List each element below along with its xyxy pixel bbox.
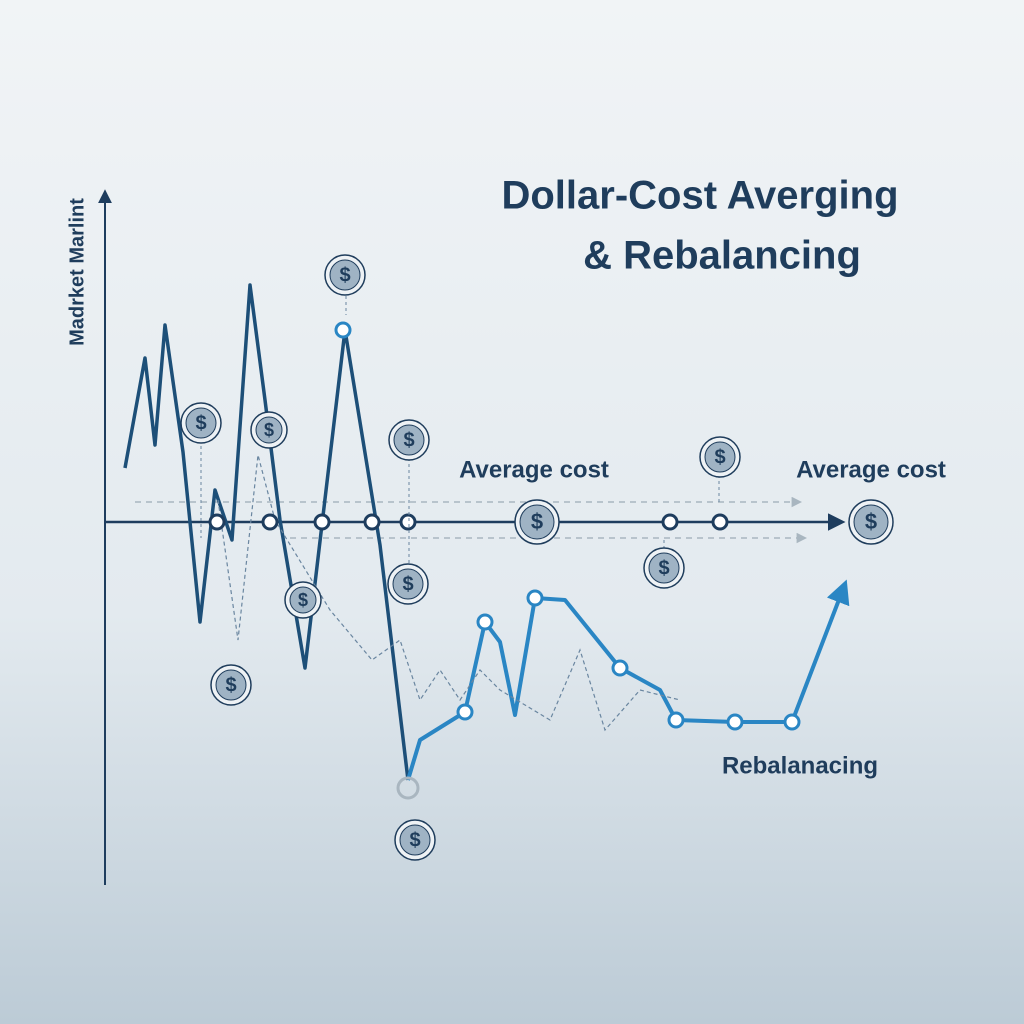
node <box>313 513 331 531</box>
node <box>783 713 801 731</box>
node <box>711 513 729 531</box>
coin-face <box>215 669 247 701</box>
coin-face <box>399 824 431 856</box>
coin-symbol: $ <box>195 412 206 434</box>
coin-symbol: $ <box>865 509 877 534</box>
node <box>399 513 417 531</box>
node <box>456 703 474 721</box>
node <box>396 776 420 800</box>
node <box>667 711 685 729</box>
coin-face <box>255 416 283 444</box>
coin-symbol: $ <box>402 573 413 595</box>
coin-face <box>392 568 424 600</box>
title: & Rebalancing <box>583 234 861 278</box>
node <box>208 513 226 531</box>
coin-symbol: $ <box>339 264 350 286</box>
coin-symbol: $ <box>225 674 236 696</box>
coin-face <box>329 259 361 291</box>
coin-face <box>853 504 889 540</box>
coin-face <box>704 441 736 473</box>
coin-symbol: $ <box>658 557 669 579</box>
node <box>526 589 544 607</box>
coin-symbol: $ <box>298 590 308 610</box>
node <box>363 513 381 531</box>
coin-symbol: $ <box>714 446 725 468</box>
label: Rebalanacing <box>722 752 878 779</box>
node <box>661 513 679 531</box>
coin-face <box>648 552 680 584</box>
trend-arrow <box>790 579 850 723</box>
y-axis-label: Madrket Marlint <box>66 198 88 346</box>
label: Average cost <box>459 456 609 483</box>
coin-face <box>289 586 317 614</box>
coin-symbol: $ <box>403 429 414 451</box>
coin-symbol: $ <box>409 829 420 851</box>
coin-face <box>185 407 217 439</box>
title: Dollar-Cost Averging <box>501 174 898 218</box>
market-line <box>123 283 410 781</box>
coin-symbol: $ <box>264 420 274 440</box>
secondary-line <box>217 454 681 732</box>
node <box>261 513 279 531</box>
node <box>476 613 494 631</box>
coin-face <box>519 504 555 540</box>
coin-face <box>393 424 425 456</box>
node <box>726 713 744 731</box>
label: Average cost <box>796 456 946 483</box>
node <box>334 321 352 339</box>
coin-symbol: $ <box>531 509 543 534</box>
node <box>611 659 629 677</box>
